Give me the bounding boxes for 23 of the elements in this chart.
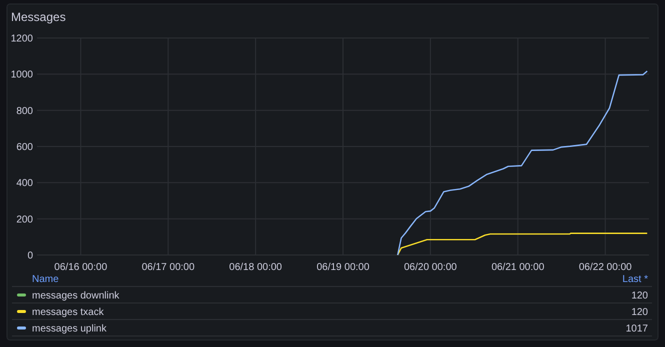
- y-tick-label: 0: [27, 250, 34, 262]
- legend-label: messages txack: [32, 307, 105, 318]
- y-tick-label: 200: [16, 214, 34, 226]
- legend-title: Name: [32, 274, 60, 285]
- text: 120: [631, 290, 648, 302]
- text: 1017: [626, 324, 648, 334]
- x-tick-label: 06/19 00:00: [316, 262, 370, 273]
- x-tick-label: 06/22 00:00: [578, 262, 632, 273]
- x-tick-label: 06/17 00:00: [142, 262, 195, 273]
- legend-label: messages uplink: [32, 324, 108, 334]
- y-tick-label: 1000: [10, 70, 34, 81]
- y-tick-label: 400: [16, 178, 34, 190]
- text: 120: [631, 307, 648, 318]
- y-tick-label: 600: [16, 142, 34, 153]
- x-tick-label: 06/21 00:00: [491, 262, 545, 273]
- text: Last *: [622, 274, 648, 285]
- legend-label: messages downlink: [32, 290, 120, 302]
- y-tick-label: 800: [16, 106, 34, 117]
- y-tick-label: 1200: [10, 34, 34, 44]
- x-tick-label: 06/20 00:00: [404, 262, 458, 273]
- chart-title: Messages: [11, 10, 66, 24]
- x-tick-label: 06/16 00:00: [54, 262, 108, 273]
- x-tick-label: 06/18 00:00: [229, 262, 282, 273]
